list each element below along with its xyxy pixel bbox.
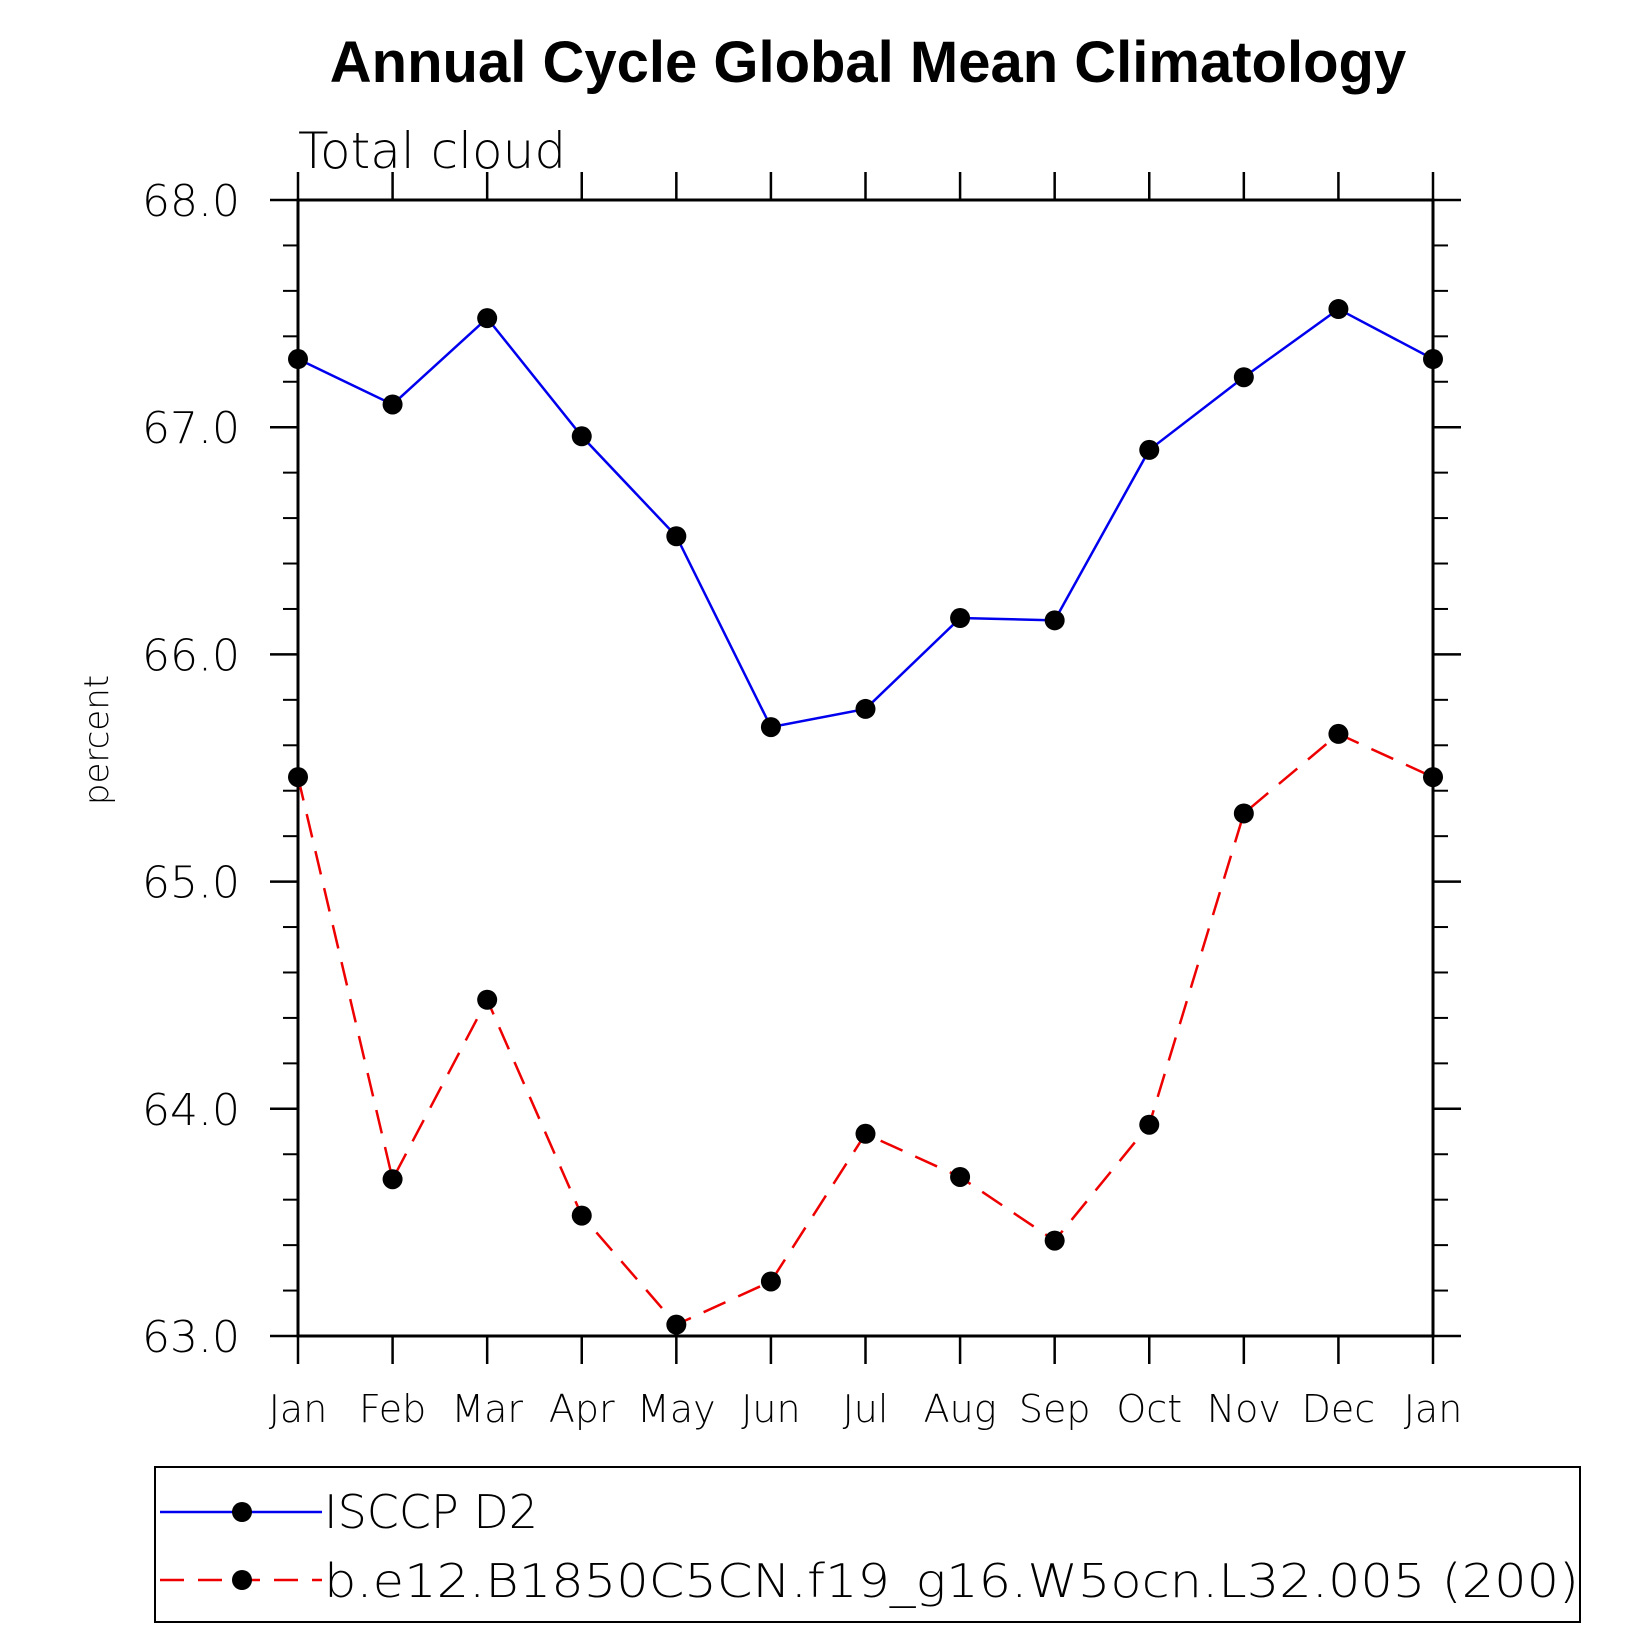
x-tick-label: Jan — [1404, 1387, 1463, 1431]
data-point-s1-5 — [760, 1271, 781, 1292]
data-point-s1-10 — [1233, 803, 1254, 824]
data-point-s0-2 — [477, 308, 498, 329]
series-layer — [288, 299, 1443, 1335]
series-line-1 — [296, 732, 1434, 1327]
data-point-s1-3 — [571, 1205, 592, 1226]
legend-item-model: b.e12.B1850C5CN.f19_g16.W5ocn.L32.005 (2… — [160, 1554, 1579, 1608]
x-tick-label: Mar — [451, 1387, 523, 1431]
data-point-s1-0 — [288, 767, 308, 788]
data-point-s1-1 — [382, 1169, 403, 1190]
y-tick-label: 68.0 — [142, 176, 240, 227]
x-tick-label: May — [637, 1387, 716, 1431]
data-point-s0-8 — [1044, 610, 1065, 631]
data-point-s1-11 — [1328, 723, 1349, 744]
data-point-s0-3 — [571, 426, 592, 447]
x-tick-label: Jan — [269, 1387, 328, 1431]
data-point-s0-7 — [950, 608, 971, 629]
legend-label-model: b.e12.B1850C5CN.f19_g16.W5ocn.L32.005 (2… — [324, 1554, 1579, 1608]
data-point-s1-6 — [855, 1123, 876, 1144]
y-tick-label: 67.0 — [142, 403, 240, 454]
y-tick-label: 65.0 — [142, 858, 240, 909]
data-point-s0-5 — [760, 717, 781, 738]
data-point-s0-11 — [1328, 299, 1349, 320]
x-tick-label: Oct — [1116, 1387, 1182, 1431]
data-point-s1-2 — [477, 989, 498, 1010]
y-tick-label: 64.0 — [142, 1085, 240, 1136]
data-point-s1-12 — [1423, 767, 1443, 788]
data-point-s0-0 — [288, 349, 308, 370]
x-tick-label: Feb — [359, 1387, 426, 1431]
x-tick-label: Jun — [741, 1387, 800, 1431]
data-point-s0-10 — [1233, 367, 1254, 388]
y-axis-label: percent — [77, 675, 117, 805]
axis-ticks: Jan Feb Mar Apr May Jun Jul Aug Sep Oct Nov Dec Jan 6… — [142, 172, 1462, 1431]
y-tick-label: 66.0 — [142, 630, 240, 681]
x-tick-label: Jul — [843, 1387, 889, 1431]
data-point-s1-7 — [950, 1166, 971, 1187]
y-tick-label: 63.0 — [142, 1312, 240, 1363]
legend-marker-model — [232, 1570, 252, 1590]
data-point-s0-12 — [1423, 349, 1443, 370]
legend-label-isccp: ISCCP D2 — [324, 1485, 538, 1539]
x-tick-label: Aug — [924, 1387, 997, 1431]
chart-subtitle: Total cloud — [298, 122, 566, 180]
x-tick-label: Sep — [1019, 1387, 1091, 1431]
plot-frame — [296, 198, 1435, 1338]
data-point-s0-6 — [855, 698, 876, 719]
x-tick-label: Nov — [1207, 1387, 1281, 1431]
chart-title: Annual Cycle Global Mean Climatology — [330, 30, 1406, 95]
legend-marker-isccp — [232, 1502, 252, 1522]
data-point-s1-8 — [1044, 1230, 1065, 1251]
legend-box — [154, 1466, 1581, 1623]
x-tick-label: Dec — [1302, 1387, 1376, 1431]
data-point-s0-9 — [1139, 439, 1160, 460]
data-point-s0-4 — [666, 526, 687, 547]
series-line-0 — [297, 307, 1434, 729]
data-point-s1-9 — [1139, 1114, 1160, 1135]
x-tick-label: Apr — [549, 1387, 615, 1431]
data-point-s0-1 — [382, 394, 403, 415]
legend-item-isccp: ISCCP D2 — [160, 1485, 538, 1539]
data-point-s1-4 — [666, 1314, 687, 1335]
